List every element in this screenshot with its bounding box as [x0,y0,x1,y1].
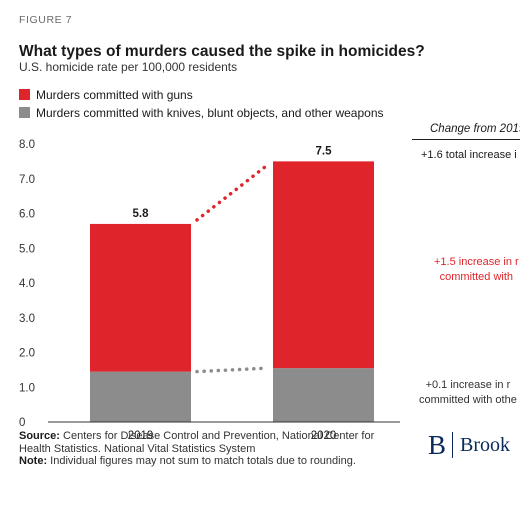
bar-total-label: 5.8 [133,208,150,220]
logo-wordmark: Brook [460,433,511,456]
change-panel-rule [412,139,520,140]
note-label: Note: [19,455,48,467]
logo-divider [452,432,454,458]
logo-mark: B [428,429,447,460]
y-tick-label: 0 [19,417,25,429]
source-text: Centers for Disease Control and Preventi… [19,430,375,455]
figure-label: FIGURE 7 [19,14,73,26]
legend: Murders committed with guns Murders comm… [19,87,384,123]
y-tick-label: 2.0 [19,348,35,360]
change-total-annotation: +1.6 total increase i [421,149,517,161]
x-category-label: 2019 [128,430,154,442]
y-tick-label: 6.0 [19,209,35,221]
bar-segment [273,161,374,369]
connector-dots [195,163,269,222]
bar-total-label: 7.5 [316,145,333,157]
change-guns-line-2: committed with [439,271,514,283]
connector-dots [195,366,269,374]
y-tick-label: 7.0 [19,174,35,186]
change-other-line-2: committed with othe [419,394,517,406]
y-tick-label: 4.0 [19,278,35,290]
change-other-line-1: +0.1 increase in r [425,379,511,391]
change-guns-annotation: +1.5 increase in r committed with [434,255,519,285]
note-text: Individual figures may not sum to match … [50,455,356,467]
chart-subtitle: U.S. homicide rate per 100,000 residents [19,60,238,74]
source-label: Source: [19,430,60,442]
bar-segment [90,371,191,422]
footer: Source: Centers for Disease Control and … [19,430,399,468]
y-tick-label: 3.0 [19,313,35,325]
legend-swatch-other [19,107,30,118]
legend-label-guns: Murders committed with guns [36,87,193,102]
brookings-logo: B Brook [428,428,510,462]
footnote: Note: Individual figures may not sum to … [19,455,399,468]
x-category-label: 2020 [311,430,337,442]
y-tick-label: 8.0 [19,139,35,151]
legend-item-other: Murders committed with knives, blunt obj… [19,105,384,120]
y-tick-label: 5.0 [19,243,35,255]
legend-swatch-guns [19,89,30,100]
bar-segment [273,368,374,422]
chart-title: What types of murders caused the spike i… [19,43,425,60]
y-tick-label: 1.0 [19,382,35,394]
change-guns-line-1: +1.5 increase in r [434,256,519,268]
change-other-annotation: +0.1 increase in r committed with othe [419,378,517,408]
legend-item-guns: Murders committed with guns [19,87,384,102]
change-panel-header: Change from 2019 [430,123,520,135]
bar-segment [90,223,191,372]
legend-label-other: Murders committed with knives, blunt obj… [36,105,384,120]
source-note: Source: Centers for Disease Control and … [19,430,399,455]
